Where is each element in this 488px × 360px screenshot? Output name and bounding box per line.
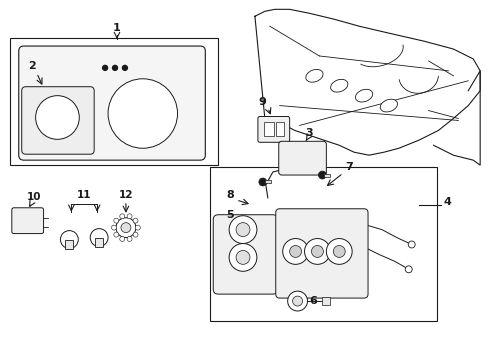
Circle shape xyxy=(258,178,266,186)
Text: 10: 10 xyxy=(26,192,41,202)
Circle shape xyxy=(325,239,351,264)
Text: 3: 3 xyxy=(305,128,313,138)
Circle shape xyxy=(133,218,138,223)
Circle shape xyxy=(127,214,132,219)
Text: 11: 11 xyxy=(77,190,91,200)
Bar xyxy=(95,238,103,247)
Circle shape xyxy=(304,239,330,264)
Ellipse shape xyxy=(305,69,323,82)
FancyBboxPatch shape xyxy=(278,141,325,175)
Text: 4: 4 xyxy=(443,197,450,207)
Text: 12: 12 xyxy=(119,190,133,200)
Circle shape xyxy=(135,225,140,230)
Text: 8: 8 xyxy=(226,190,234,200)
Text: 6: 6 xyxy=(309,296,317,306)
Circle shape xyxy=(90,229,108,247)
Bar xyxy=(324,174,330,176)
Circle shape xyxy=(116,218,136,238)
Circle shape xyxy=(311,246,323,257)
Text: 5: 5 xyxy=(226,210,233,220)
Bar xyxy=(264,180,270,184)
Text: 7: 7 xyxy=(345,162,352,172)
Bar xyxy=(210,167,436,321)
Circle shape xyxy=(111,225,116,230)
Circle shape xyxy=(318,171,325,179)
Circle shape xyxy=(133,232,138,237)
FancyBboxPatch shape xyxy=(257,117,289,142)
Circle shape xyxy=(282,239,308,264)
Ellipse shape xyxy=(355,89,372,102)
Bar xyxy=(65,239,73,249)
Circle shape xyxy=(36,96,79,139)
Circle shape xyxy=(407,241,414,248)
FancyBboxPatch shape xyxy=(275,209,367,298)
FancyBboxPatch shape xyxy=(21,87,94,154)
Ellipse shape xyxy=(380,99,397,112)
Circle shape xyxy=(120,237,124,242)
Text: 9: 9 xyxy=(257,96,265,107)
Circle shape xyxy=(122,66,127,70)
Bar xyxy=(264,122,273,136)
Circle shape xyxy=(405,266,411,273)
Text: 1: 1 xyxy=(113,23,121,33)
Circle shape xyxy=(292,296,302,306)
Circle shape xyxy=(236,223,249,237)
Circle shape xyxy=(229,243,256,271)
Circle shape xyxy=(114,218,119,223)
Text: 2: 2 xyxy=(28,61,36,71)
Circle shape xyxy=(61,231,78,248)
Circle shape xyxy=(229,216,256,243)
Circle shape xyxy=(236,251,249,264)
Circle shape xyxy=(333,246,345,257)
Circle shape xyxy=(102,66,107,70)
Bar xyxy=(322,297,330,305)
Circle shape xyxy=(120,214,124,219)
Circle shape xyxy=(127,237,132,242)
FancyBboxPatch shape xyxy=(213,215,277,294)
Circle shape xyxy=(112,66,117,70)
Circle shape xyxy=(108,79,177,148)
Bar xyxy=(275,122,283,136)
Ellipse shape xyxy=(330,79,347,92)
Circle shape xyxy=(121,223,131,233)
Circle shape xyxy=(289,246,301,257)
FancyBboxPatch shape xyxy=(12,208,43,234)
FancyBboxPatch shape xyxy=(19,46,205,160)
Circle shape xyxy=(114,232,119,237)
Circle shape xyxy=(287,291,307,311)
Bar xyxy=(10,38,218,165)
